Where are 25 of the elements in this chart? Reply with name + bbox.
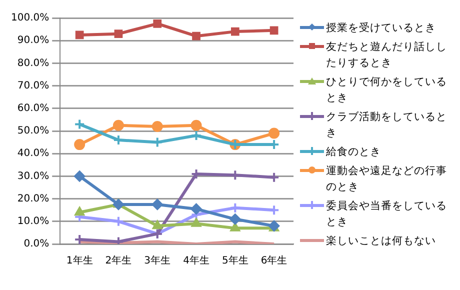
y-tick-label: 90.0% bbox=[17, 35, 50, 46]
y-tick-label: 50.0% bbox=[17, 126, 50, 137]
legend-label: ひとりで何かをしているとき bbox=[326, 75, 448, 106]
legend-label: 授業を受けているとき bbox=[326, 21, 436, 36]
y-tick-label: 100.0% bbox=[10, 12, 50, 24]
y-tick-label: 30.0% bbox=[17, 170, 50, 182]
legend-label: 運動会や遠足などの行事のとき bbox=[326, 164, 448, 195]
y-tick-label: 40.0% bbox=[17, 148, 50, 160]
y-tick-label: 10.0% bbox=[17, 216, 50, 227]
x-tick-label: 5年生 bbox=[222, 254, 248, 267]
legend-label: 委員会や当番をしているとき bbox=[326, 199, 448, 230]
y-tick-label: 20.0% bbox=[17, 193, 50, 204]
legend-label: クラブ活動をしているとき bbox=[326, 110, 448, 141]
x-tick-label: 4年生 bbox=[183, 254, 210, 267]
legend-label: 友だちと遊んだり話ししたりするとき bbox=[326, 40, 448, 71]
legend-label: 給食のとき bbox=[326, 145, 381, 160]
x-tick-label: 3年生 bbox=[144, 254, 171, 267]
legend-label: 楽しいことは何もない bbox=[326, 234, 436, 249]
x-tick-label: 1年生 bbox=[66, 254, 93, 267]
x-tick-label: 2年生 bbox=[105, 254, 132, 267]
y-tick-label: 70.0% bbox=[17, 80, 50, 92]
y-tick-label: 80.0% bbox=[17, 58, 50, 69]
x-tick-label: 6年生 bbox=[260, 254, 288, 267]
y-tick-label: 60.0% bbox=[17, 102, 50, 114]
y-tick-label: 0.0% bbox=[24, 238, 50, 250]
